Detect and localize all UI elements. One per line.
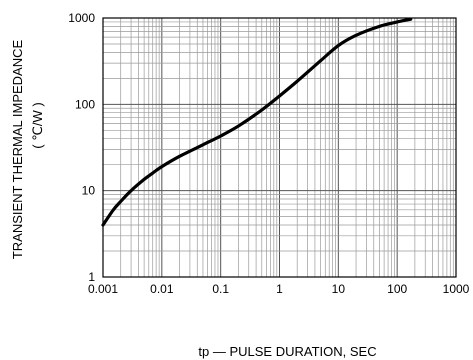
y-tick-label: 1000 <box>68 11 95 25</box>
x-tick-label: 1000 <box>443 282 470 296</box>
y-axis-title: TRANSIENT THERMAL IMPEDANCE <box>10 40 25 260</box>
x-tick-label: 1 <box>276 282 283 296</box>
x-tick-label: 0.1 <box>212 282 229 296</box>
y-tick-labels: 1 10 100 1000 <box>68 11 95 284</box>
grid <box>103 18 456 277</box>
impedance-curve <box>101 17 413 227</box>
plot-frame <box>102 17 457 278</box>
x-tick-label: 0.001 <box>88 282 118 296</box>
y-tick-label: 10 <box>82 184 96 198</box>
y-tick-label: 1 <box>88 270 95 284</box>
y-axis-unit: ( ℃/W ) <box>30 102 45 148</box>
x-tick-label: 10 <box>332 282 346 296</box>
y-tick-label: 100 <box>75 97 95 111</box>
x-tick-label: 100 <box>387 282 407 296</box>
x-tick-labels: 0.001 0.01 0.1 1 10 100 1000 <box>88 282 470 296</box>
x-tick-label: 0.01 <box>150 282 174 296</box>
x-axis-title: tp — PULSE DURATION, SEC <box>198 344 376 359</box>
